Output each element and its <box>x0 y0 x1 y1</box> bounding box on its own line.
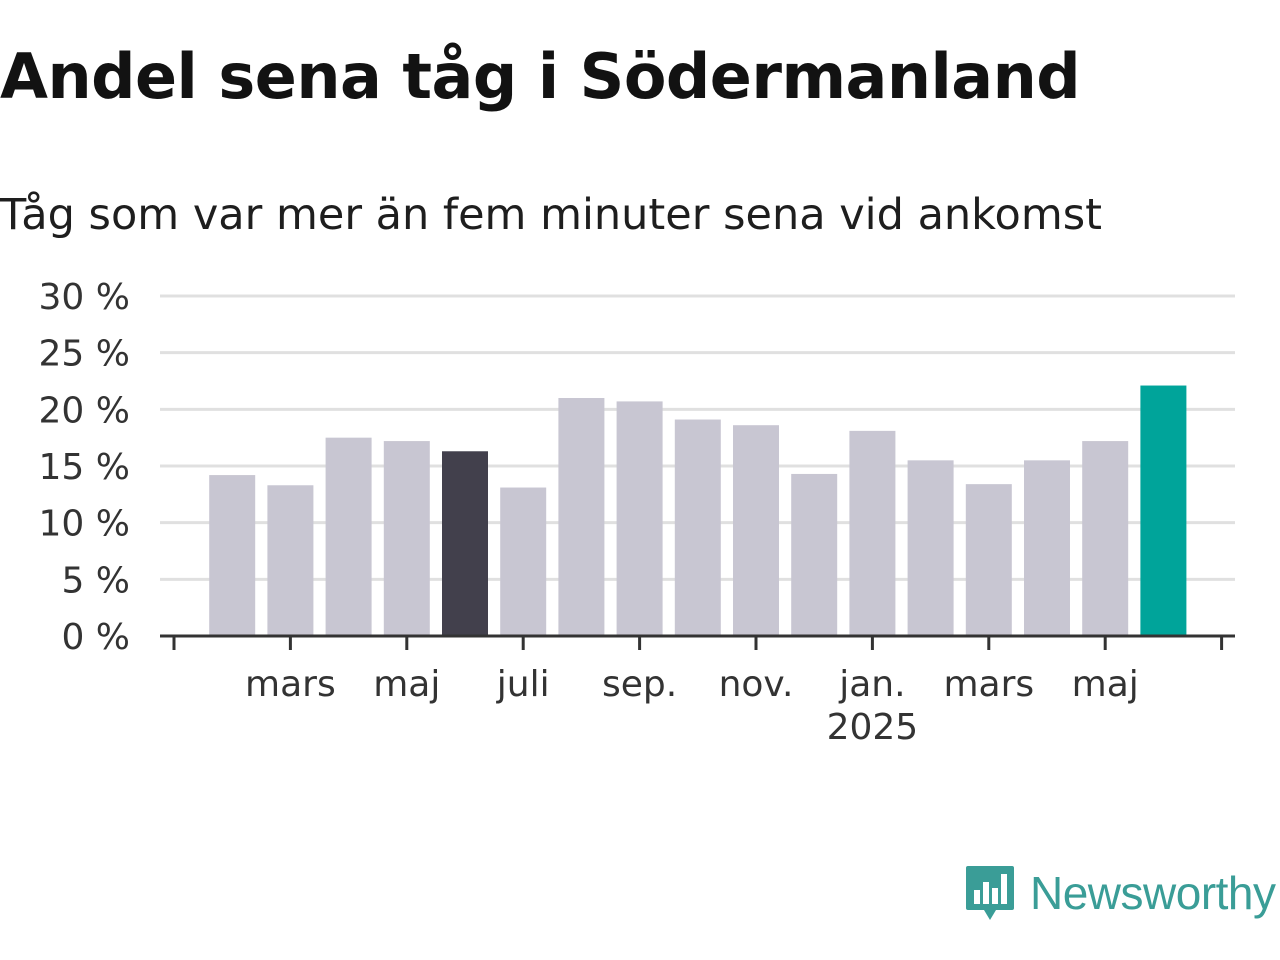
y-tick-label: 0 % <box>61 617 130 658</box>
bar <box>267 485 314 636</box>
bar <box>733 425 779 636</box>
bar <box>209 475 256 636</box>
x-tick-label: jan. <box>838 664 905 705</box>
chart-subtitle: Tåg som var mer än fem minuter sena vid … <box>0 190 1103 240</box>
bar <box>500 487 547 636</box>
brand-name: Newsworthy <box>1030 867 1276 919</box>
bar <box>383 441 430 636</box>
bar <box>325 437 372 636</box>
y-tick-label: 30 % <box>39 277 130 318</box>
bar <box>965 484 1012 636</box>
newsworthy-logo: Newsworthy <box>964 862 1276 924</box>
x-tick-label: maj <box>1072 664 1139 705</box>
bar <box>849 430 896 636</box>
bar <box>791 473 838 636</box>
bar <box>907 460 954 636</box>
bar-latest <box>1140 385 1187 636</box>
bar <box>442 451 488 636</box>
x-tick-year-label: 2025 <box>827 707 919 748</box>
bar <box>1082 441 1129 636</box>
bar <box>558 398 605 636</box>
y-tick-label: 20 % <box>39 390 130 431</box>
bar-chart-speech-bubble-icon <box>966 866 1014 920</box>
bar <box>674 419 721 636</box>
bar <box>1024 460 1070 636</box>
bar <box>616 401 663 636</box>
bar-chart: 0 %5 %10 %15 %20 %25 %30 %mars maj juli sep… <box>39 277 1235 748</box>
y-tick-label: 5 % <box>61 560 130 601</box>
x-tick-label: mars <box>943 664 1034 705</box>
y-tick-label: 10 % <box>39 504 130 545</box>
x-tick-label: juli <box>496 664 550 705</box>
y-tick-label: 15 % <box>39 447 130 488</box>
y-tick-label: 25 % <box>39 334 130 375</box>
x-tick-label: maj <box>373 664 440 705</box>
x-tick-label: mars <box>245 664 336 705</box>
x-tick-label: sep. <box>602 664 677 705</box>
chart-title: Andel sena tåg i Södermanland <box>0 40 1081 113</box>
x-tick-label: nov. <box>719 664 794 705</box>
